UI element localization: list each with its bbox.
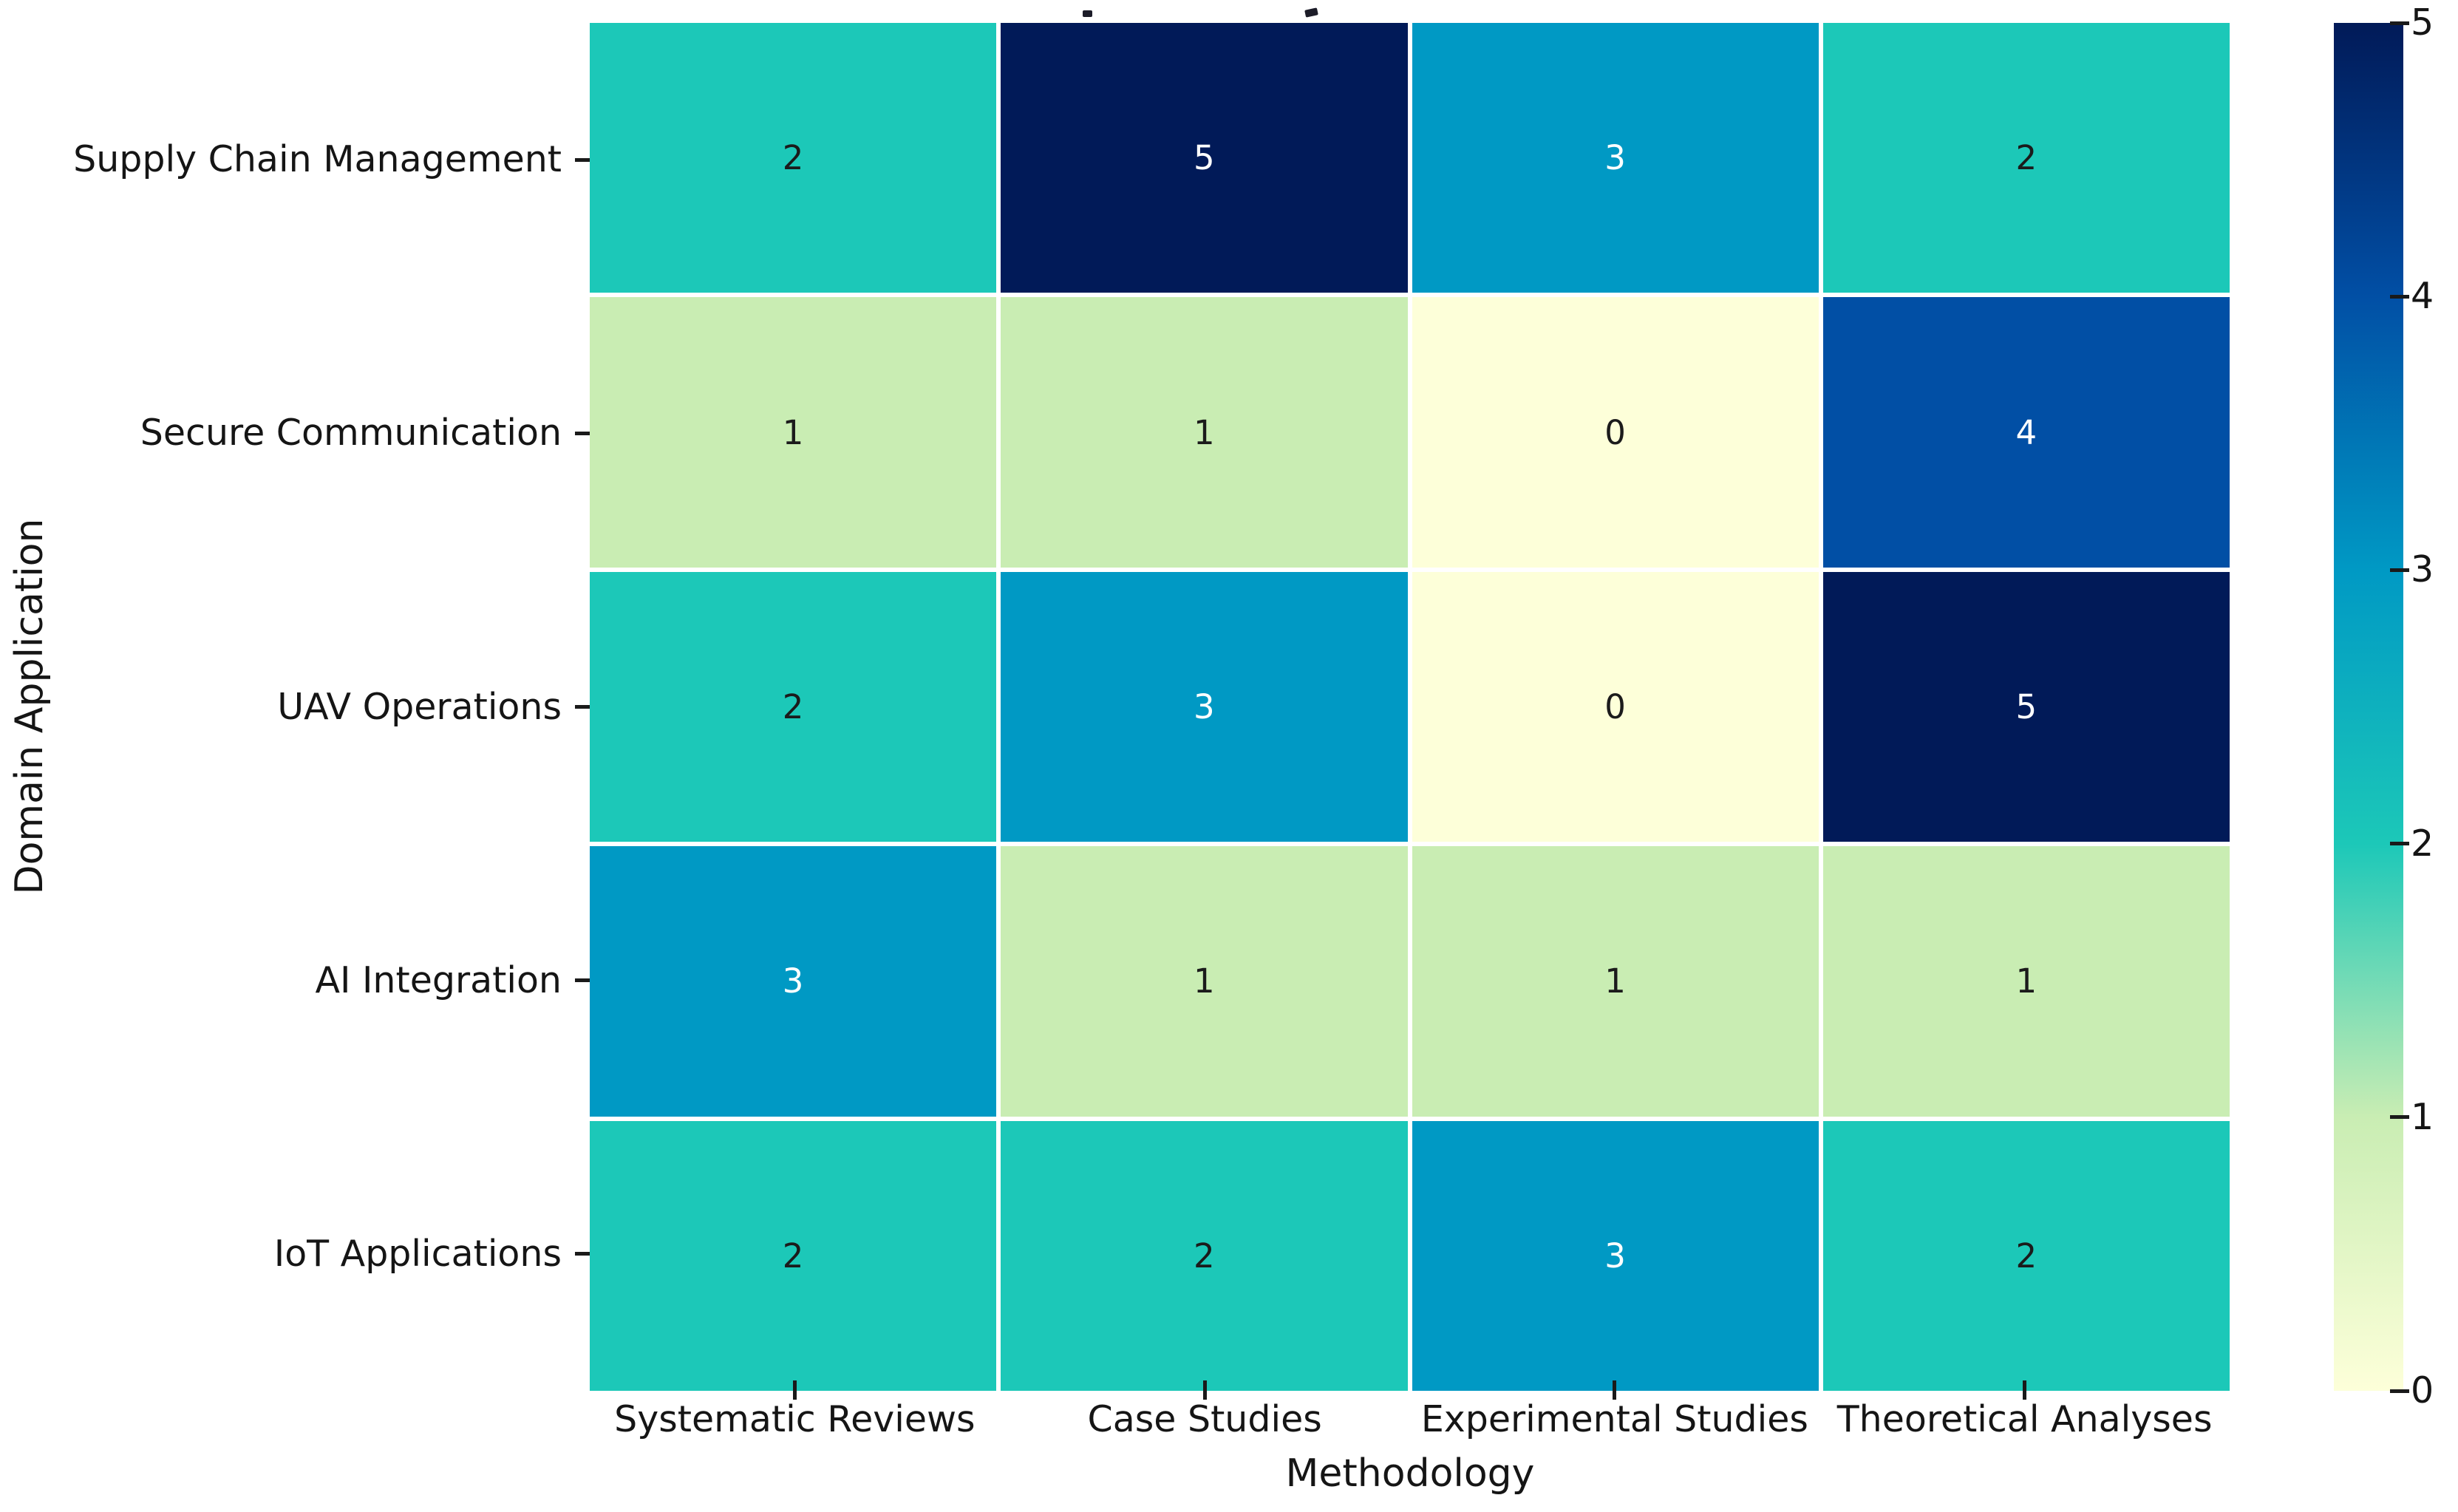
y-axis-tick xyxy=(575,978,590,983)
colorbar-tick xyxy=(2390,21,2409,25)
colorbar-tick-label-2: 2 xyxy=(2411,822,2434,865)
cell-value: 5 xyxy=(2015,687,2037,726)
cell-value: 0 xyxy=(1604,687,1626,726)
cell-value: 2 xyxy=(2015,1236,2037,1276)
heatmap-cell-uav-operations-case-studies: 3 xyxy=(1001,571,1408,842)
y-axis-tick xyxy=(575,705,590,709)
x-tick-label-case-studies: Case Studies xyxy=(1087,1398,1322,1440)
y-tick-label-uav-operations: UAV Operations xyxy=(277,685,562,728)
cell-value: 3 xyxy=(1194,687,1215,726)
cell-value: 2 xyxy=(782,138,804,178)
x-tick-label-systematic-reviews: Systematic Reviews xyxy=(614,1398,976,1440)
heatmap-cell-ai-integration-case-studies: 1 xyxy=(1001,846,1408,1117)
colorbar-tick-label-3: 3 xyxy=(2411,548,2434,591)
x-tick-label-experimental-studies: Experimental Studies xyxy=(1420,1398,1808,1440)
x-axis-tick xyxy=(792,1380,797,1400)
y-axis-tick xyxy=(575,431,590,435)
colorbar-tick xyxy=(2390,842,2409,846)
heatmap-cell-secure-communication-case-studies: 1 xyxy=(1001,297,1408,568)
y-axis-tick xyxy=(575,1252,590,1256)
heatmap-cell-supply-chain-management-experimental-studies: 3 xyxy=(1412,23,1819,293)
heatmap-cell-iot-applications-case-studies: 2 xyxy=(1001,1120,1408,1391)
y-tick-label-iot-applications: IoT Applications xyxy=(273,1232,562,1275)
y-tick-label-supply-chain-management: Supply Chain Management xyxy=(73,138,562,181)
heatmap-cell-supply-chain-management-systematic-reviews: 2 xyxy=(590,23,997,293)
y-tick-label-ai-integration: AI Integration xyxy=(315,958,562,1001)
heatmap-cell-iot-applications-experimental-studies: 3 xyxy=(1412,1120,1819,1391)
heatmap-cell-supply-chain-management-case-studies: 5 xyxy=(1001,23,1408,293)
colorbar-tick-label-5: 5 xyxy=(2411,1,2434,44)
cell-value: 2 xyxy=(2015,138,2037,178)
heatmap-cell-ai-integration-theoretical-analyses: 1 xyxy=(1822,846,2230,1117)
colorbar-tick-label-1: 1 xyxy=(2411,1095,2434,1138)
cell-value: 3 xyxy=(1604,1236,1626,1276)
heatmap-cell-uav-operations-systematic-reviews: 2 xyxy=(590,571,997,842)
heatmap-cell-uav-operations-theoretical-analyses: 5 xyxy=(1822,571,2230,842)
x-axis-title: Methodology xyxy=(1285,1451,1535,1496)
cell-value: 1 xyxy=(2015,961,2037,1001)
heatmap-cell-secure-communication-experimental-studies: 0 xyxy=(1412,297,1819,568)
cell-value: 1 xyxy=(1194,412,1215,452)
heatmap-cell-secure-communication-systematic-reviews: 1 xyxy=(590,297,997,568)
x-tick-label-theoretical-analyses: Theoretical Analyses xyxy=(1836,1398,2213,1440)
colorbar-tick xyxy=(2390,1389,2409,1393)
y-tick-label-secure-communication: Secure Communication xyxy=(140,412,562,454)
heatmap-cell-ai-integration-experimental-studies: 1 xyxy=(1412,846,1819,1117)
cell-value: 2 xyxy=(782,687,804,726)
cell-value: 1 xyxy=(782,412,804,452)
heatmap-cell-iot-applications-systematic-reviews: 2 xyxy=(590,1120,997,1391)
heatmap-cell-secure-communication-theoretical-analyses: 4 xyxy=(1822,297,2230,568)
colorbar-tick xyxy=(2390,568,2409,572)
colorbar-tick-label-4: 4 xyxy=(2411,275,2434,318)
heatmap-grid: 2 5 3 2 1 1 0 4 2 3 0 5 3 1 1 1 2 2 3 2 xyxy=(590,23,2230,1391)
colorbar-tick xyxy=(2390,294,2409,299)
cell-value: 1 xyxy=(1194,961,1215,1001)
colorbar xyxy=(2334,23,2403,1391)
colorbar-tick xyxy=(2390,1115,2409,1120)
clipped-title-fragment xyxy=(1083,10,1092,17)
x-axis-tick xyxy=(1613,1380,1617,1400)
heatmap-cell-iot-applications-theoretical-analyses: 2 xyxy=(1822,1120,2230,1391)
cell-value: 3 xyxy=(782,961,804,1001)
y-axis-tick xyxy=(575,157,590,162)
cell-value: 2 xyxy=(782,1236,804,1276)
heatmap-cell-ai-integration-systematic-reviews: 3 xyxy=(590,846,997,1117)
cell-value: 2 xyxy=(1194,1236,1215,1276)
x-axis-tick xyxy=(2023,1380,2027,1400)
cell-value: 5 xyxy=(1194,138,1215,178)
x-axis-tick xyxy=(1202,1380,1207,1400)
cell-value: 1 xyxy=(1604,961,1626,1001)
clipped-title-fragment xyxy=(1304,7,1318,18)
cell-value: 0 xyxy=(1604,412,1626,452)
cell-value: 3 xyxy=(1604,138,1626,178)
cell-value: 4 xyxy=(2015,412,2037,452)
heatmap-cell-supply-chain-management-theoretical-analyses: 2 xyxy=(1822,23,2230,293)
heatmap-cell-uav-operations-experimental-studies: 0 xyxy=(1412,571,1819,842)
colorbar-tick-label-0: 0 xyxy=(2411,1369,2434,1411)
